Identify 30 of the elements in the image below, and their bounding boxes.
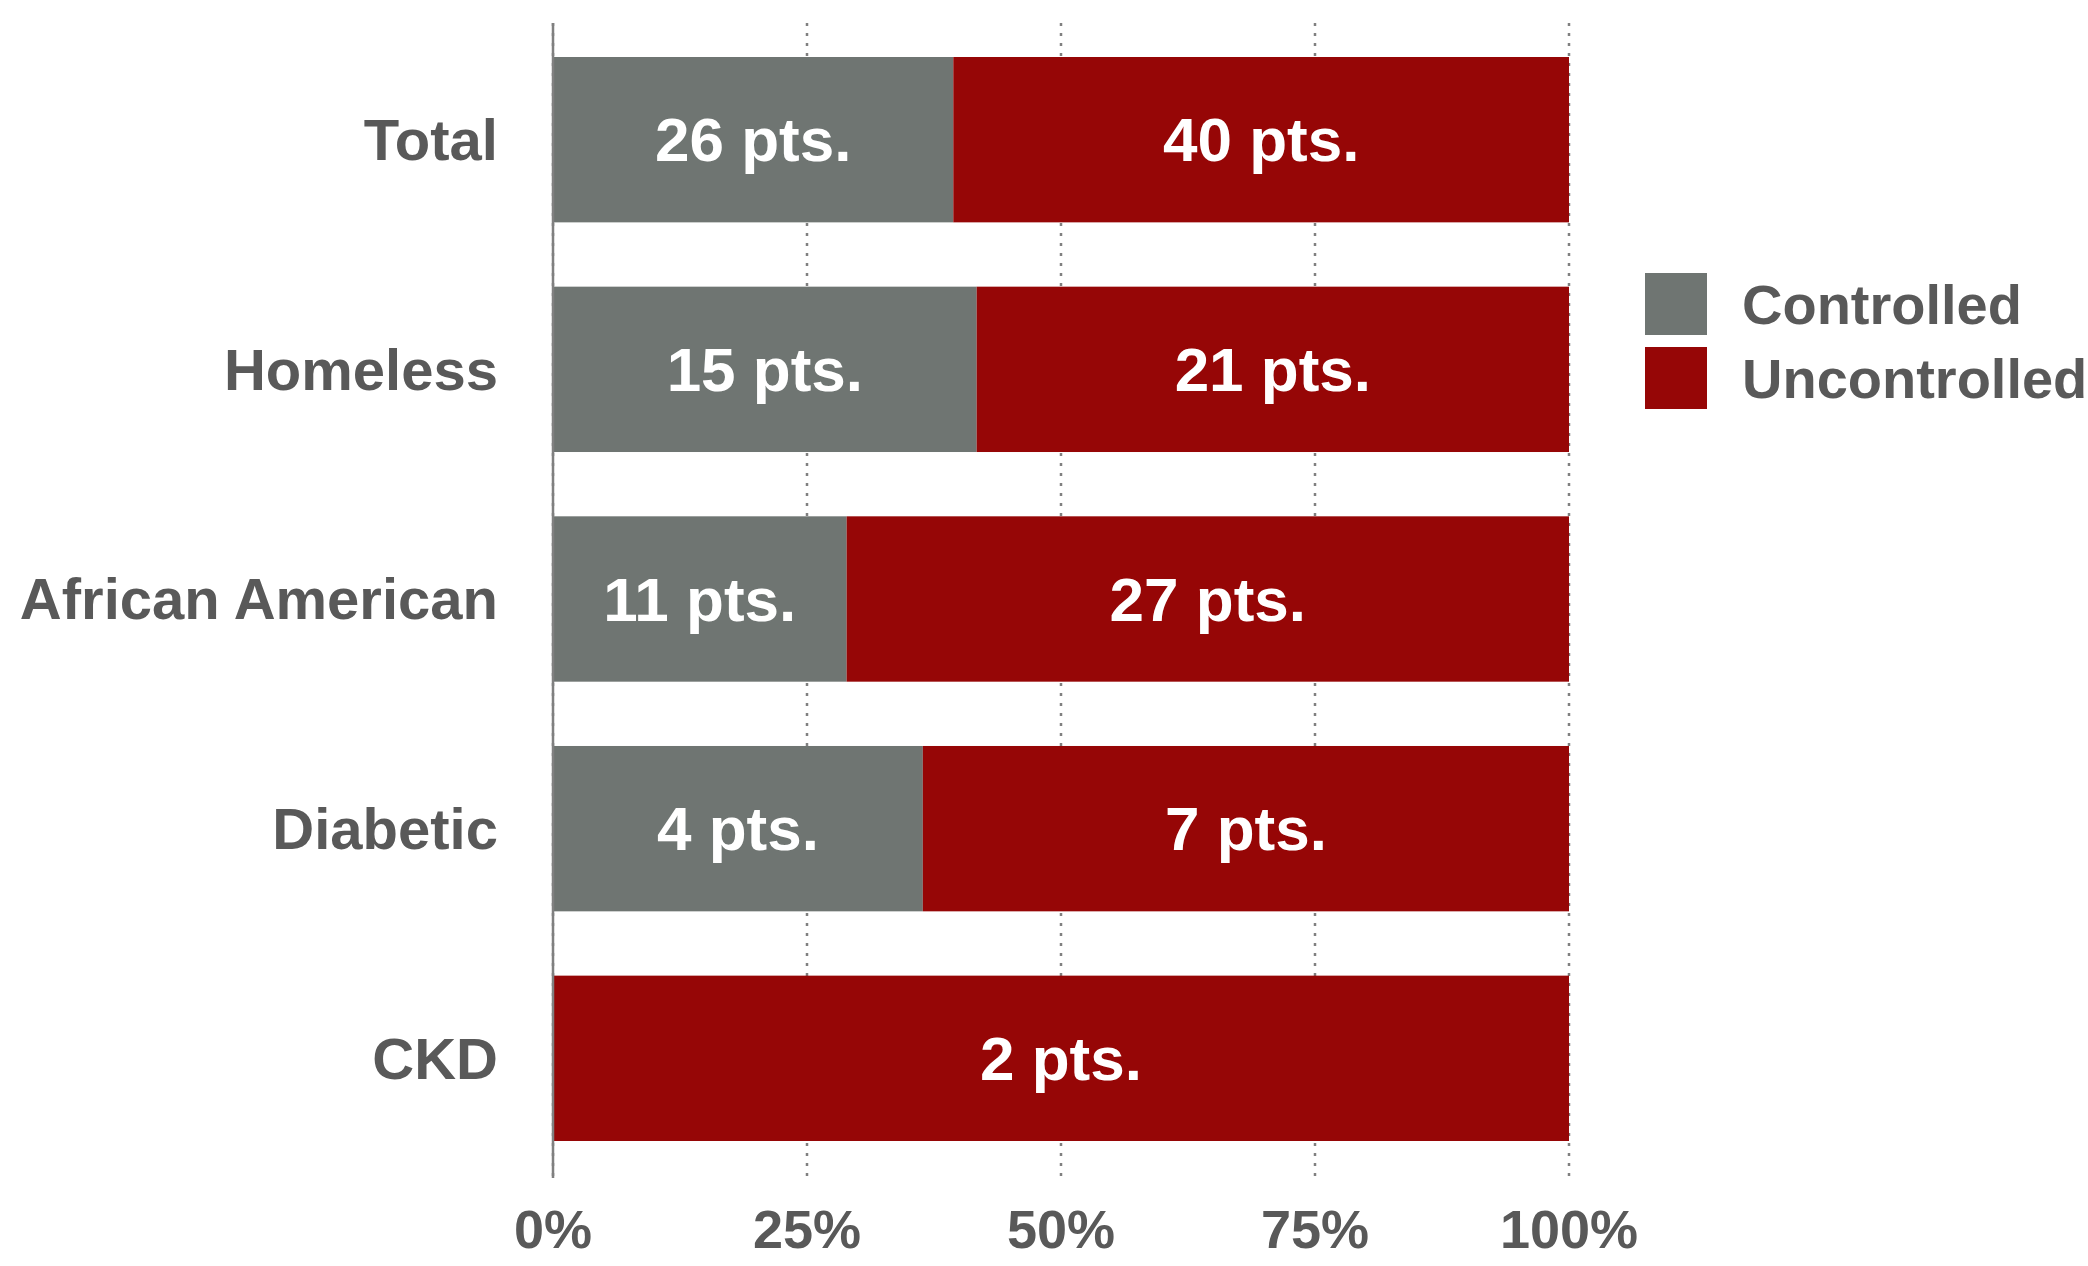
annotation: 11 pts. [603,564,797,634]
bar [553,57,954,223]
y-tick-label: African American [19,566,498,632]
annotation: 26 pts. [654,105,852,175]
annotation: 21 pts. [1174,335,1372,405]
y-tick-label: Diabetic [272,795,498,861]
bar [922,745,1569,912]
x-tick-label: 75% [1260,1199,1370,1259]
y-tick-label: CKD [372,1025,498,1091]
y-tick-label: Homeless [223,336,498,402]
legend-label: Controlled [1742,272,2022,336]
bar [553,745,923,912]
annotation: 15 pts. [666,335,864,405]
bar [553,975,1569,1141]
annotation: 27 pts. [1109,564,1307,634]
legend-label: Uncontrolled [1742,346,2088,410]
annotation: 7 pts. [1164,794,1327,864]
bar [553,516,847,682]
x-tick-label: 100% [1499,1199,1639,1259]
annotation: 2 pts. [980,1024,1142,1094]
bar [976,286,1569,453]
x-tick-label: 0% [513,1199,593,1259]
x-tick-label: 25% [752,1199,862,1259]
annotation: 4 pts. [656,794,819,864]
y-tick-label: Total [363,106,498,172]
x-tick-label: 50% [1006,1199,1116,1259]
annotation: 40 pts. [1162,105,1360,175]
bar [553,286,977,453]
bar [953,57,1569,223]
bar [846,516,1569,682]
